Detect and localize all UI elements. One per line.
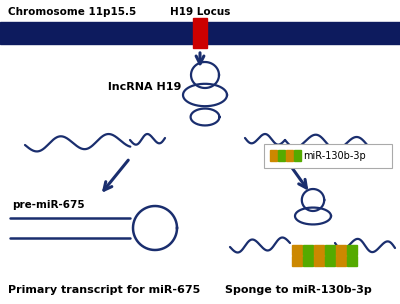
Bar	[278, 150, 285, 161]
Bar	[292, 245, 302, 255]
Text: Primary transcript for miR-675: Primary transcript for miR-675	[8, 285, 200, 295]
Bar	[314, 256, 324, 266]
Bar	[303, 256, 313, 266]
Bar	[0, 22, 400, 44]
Text: pre-miR-675: pre-miR-675	[12, 200, 85, 210]
Text: lncRNA H19: lncRNA H19	[108, 82, 181, 92]
Bar	[294, 150, 301, 161]
Bar	[292, 256, 302, 266]
Bar	[303, 245, 313, 255]
Bar	[314, 245, 324, 255]
Bar	[193, 18, 207, 48]
Text: miR-130b-3p: miR-130b-3p	[303, 151, 366, 161]
Bar	[336, 256, 346, 266]
Bar	[270, 150, 277, 161]
FancyBboxPatch shape	[264, 144, 392, 168]
Text: H19 Locus: H19 Locus	[170, 7, 230, 17]
Bar	[347, 245, 357, 255]
Text: Sponge to miR-130b-3p: Sponge to miR-130b-3p	[225, 285, 372, 295]
Text: Chromosome 11p15.5: Chromosome 11p15.5	[8, 7, 136, 17]
Bar	[336, 245, 346, 255]
Bar	[325, 256, 335, 266]
Bar	[325, 245, 335, 255]
Bar	[286, 150, 293, 161]
Bar	[347, 256, 357, 266]
